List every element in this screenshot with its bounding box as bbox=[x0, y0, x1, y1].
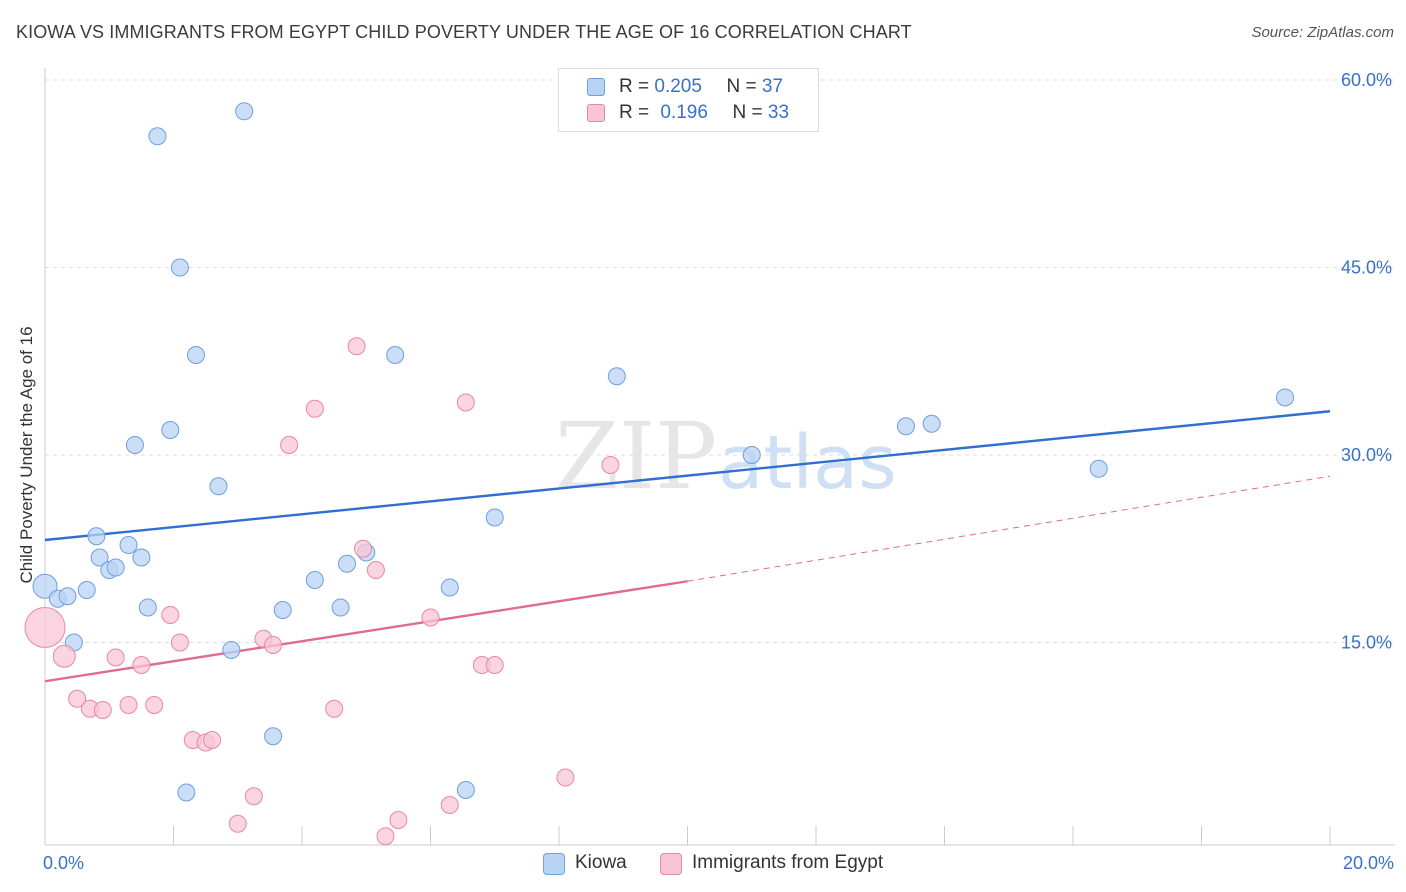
kiowa-point bbox=[186, 346, 205, 364]
egypt-point bbox=[24, 607, 66, 648]
points-layer bbox=[24, 102, 1295, 846]
egypt-point bbox=[354, 539, 373, 558]
egypt-point bbox=[132, 656, 151, 674]
kiowa-point bbox=[456, 781, 475, 799]
egypt-point bbox=[161, 606, 180, 624]
kiowa-r-value: 0.205 bbox=[654, 76, 702, 97]
egypt-point bbox=[347, 337, 366, 356]
stats-legend: R = 0.205 N = 37 R = 0.196 N = 33 bbox=[558, 68, 819, 132]
kiowa-point bbox=[386, 346, 405, 364]
kiowa-n-value: 37 bbox=[761, 76, 784, 97]
egypt-legend-label: Immigrants from Egypt bbox=[692, 852, 884, 873]
egypt-point bbox=[119, 696, 138, 714]
egypt-point bbox=[170, 633, 189, 652]
kiowa-point bbox=[896, 417, 915, 436]
kiowa-point bbox=[331, 598, 350, 617]
kiowa-point bbox=[1276, 388, 1295, 407]
kiowa-point bbox=[106, 558, 125, 577]
kiowa-swatch bbox=[587, 78, 605, 96]
x-tick-label-min: 0.0% bbox=[43, 853, 84, 873]
egypt-n-label: N = bbox=[732, 102, 763, 123]
axis-layer bbox=[44, 68, 1395, 846]
tick-label-layer: 15.0% 30.0% 45.0% 60.0% 0.0% 20.0% bbox=[43, 70, 1394, 873]
egypt-point bbox=[556, 768, 575, 787]
kiowa-point bbox=[161, 421, 180, 439]
egypt-point bbox=[68, 689, 87, 708]
kiowa-point bbox=[209, 477, 228, 496]
egypt-point bbox=[305, 399, 324, 418]
kiowa-point bbox=[305, 571, 324, 589]
watermark-zip: ZIP bbox=[555, 403, 717, 510]
egypt-swatch bbox=[587, 104, 605, 122]
egypt-point bbox=[244, 787, 263, 806]
y-axis-label-wrap: Child Poverty Under the Age of 16 bbox=[14, 300, 40, 610]
egypt-point bbox=[264, 636, 283, 654]
egypt-point bbox=[456, 393, 475, 412]
egypt-n-value: 33 bbox=[767, 102, 790, 123]
y-tick-label: 45.0% bbox=[1341, 258, 1392, 278]
kiowa-point bbox=[138, 598, 157, 617]
kiowa-point bbox=[148, 127, 167, 146]
egypt-point bbox=[325, 699, 344, 718]
kiowa-point bbox=[170, 258, 189, 277]
egypt-point bbox=[376, 827, 395, 846]
kiowa-point bbox=[58, 587, 77, 606]
egypt-point bbox=[93, 701, 112, 719]
egypt-point bbox=[389, 811, 408, 829]
kiowa-r-label: R = bbox=[619, 76, 650, 97]
egypt-point bbox=[106, 648, 125, 667]
kiowa-point bbox=[125, 436, 144, 454]
kiowa-point bbox=[87, 527, 106, 546]
kiowa-point bbox=[922, 414, 941, 433]
kiowa-point bbox=[485, 508, 504, 527]
kiowa-point bbox=[607, 367, 626, 386]
y-axis-label: Child Poverty Under the Age of 16 bbox=[17, 326, 36, 584]
egypt-trend-line-dashed bbox=[687, 475, 1331, 582]
kiowa-point bbox=[90, 548, 109, 567]
kiowa-point bbox=[222, 641, 241, 659]
kiowa-point bbox=[742, 446, 761, 464]
kiowa-point bbox=[337, 554, 356, 573]
egypt-point bbox=[280, 436, 299, 454]
egypt-point bbox=[366, 561, 385, 579]
grid-layer bbox=[45, 79, 1395, 643]
egypt-point bbox=[145, 696, 164, 714]
kiowa-point bbox=[440, 578, 459, 597]
x-tick-label-max: 20.0% bbox=[1343, 853, 1394, 873]
chart-title: KIOWA VS IMMIGRANTS FROM EGYPT CHILD POV… bbox=[16, 22, 912, 42]
egypt-point bbox=[421, 608, 440, 627]
egypt-point bbox=[203, 731, 222, 749]
y-tick-label: 15.0% bbox=[1341, 633, 1392, 653]
kiowa-point bbox=[177, 783, 196, 802]
egypt-point bbox=[440, 796, 459, 814]
egypt-point bbox=[601, 456, 620, 474]
kiowa-n-label: N = bbox=[726, 76, 757, 97]
kiowa-point bbox=[77, 581, 96, 599]
egypt-r-label: R = bbox=[619, 102, 650, 123]
kiowa-point bbox=[32, 573, 58, 599]
kiowa-point bbox=[1089, 459, 1108, 478]
y-tick-label: 30.0% bbox=[1341, 445, 1392, 465]
egypt-legend-swatch bbox=[660, 853, 682, 875]
egypt-trend-line bbox=[44, 580, 688, 683]
watermark: ZIP atlas bbox=[555, 403, 897, 510]
egypt-point bbox=[228, 814, 247, 833]
egypt-point bbox=[52, 644, 76, 668]
trend-layer bbox=[44, 410, 1331, 683]
kiowa-point bbox=[273, 601, 292, 619]
kiowa-point bbox=[264, 727, 283, 746]
source-credit: Source: ZipAtlas.com bbox=[1251, 24, 1394, 41]
kiowa-legend-label: Kiowa bbox=[575, 852, 627, 873]
kiowa-trend-line bbox=[44, 410, 1331, 542]
kiowa-point bbox=[235, 102, 254, 121]
egypt-point bbox=[485, 656, 504, 674]
egypt-r-value: 0.196 bbox=[660, 102, 708, 123]
kiowa-legend-swatch bbox=[543, 853, 565, 875]
kiowa-point bbox=[132, 548, 151, 567]
y-tick-label: 60.0% bbox=[1341, 70, 1392, 90]
kiowa-point bbox=[119, 536, 138, 554]
